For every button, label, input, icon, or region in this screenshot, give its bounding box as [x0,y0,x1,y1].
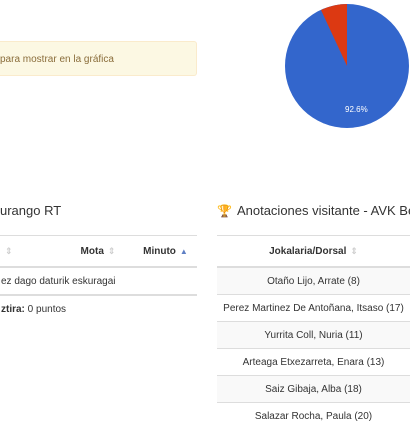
alert-text: para mostrar en la gráfica [0,54,114,65]
trophy-icon: 🏆 [217,204,232,218]
col-header-first[interactable]: ⇕ [0,236,62,268]
sort-icon: ⇕ [350,246,358,256]
table-row: Yurrita Coll, Nuria (11) [217,322,410,349]
visitor-panel-title: 🏆Anotaciones visitante - AVK Bera [217,203,410,218]
sort-icon: ⇕ [5,246,13,256]
col-header-mota[interactable]: Mota⇕ [62,236,134,268]
table-row: Saiz Gibaja, Alba (18) [217,376,410,403]
home-scores-table: ⇕ Mota⇕ Minuto▲ ez dago daturik eskuraga… [0,235,197,322]
col-header-minuto[interactable]: Minuto▲ [134,236,197,268]
pie-percent-label: 92.6% [345,105,368,114]
total-row: ztira: 0 puntos [0,295,197,322]
table-row: Otaño Lijo, Arrate (8) [217,267,410,295]
table-row: Perez Martinez De Antoñana, Itsaso (17) [217,295,410,322]
sort-icon: ⇕ [108,246,116,256]
col-header-player[interactable]: Jokalaria/Dorsal⇕ [217,236,410,268]
home-panel-title: urango RT [0,203,61,218]
pie-chart: 92.6% [285,4,410,129]
table-row: Arteaga Etxezarreta, Enara (13) [217,349,410,376]
empty-row: ez dago daturik eskuragai [0,267,197,295]
table-row: Salazar Rocha, Paula (20) [217,403,410,429]
no-data-alert: para mostrar en la gráfica [0,41,197,76]
sort-asc-icon: ▲ [180,247,188,256]
visitor-scores-table: Jokalaria/Dorsal⇕ Otaño Lijo, Arrate (8)… [217,235,410,429]
